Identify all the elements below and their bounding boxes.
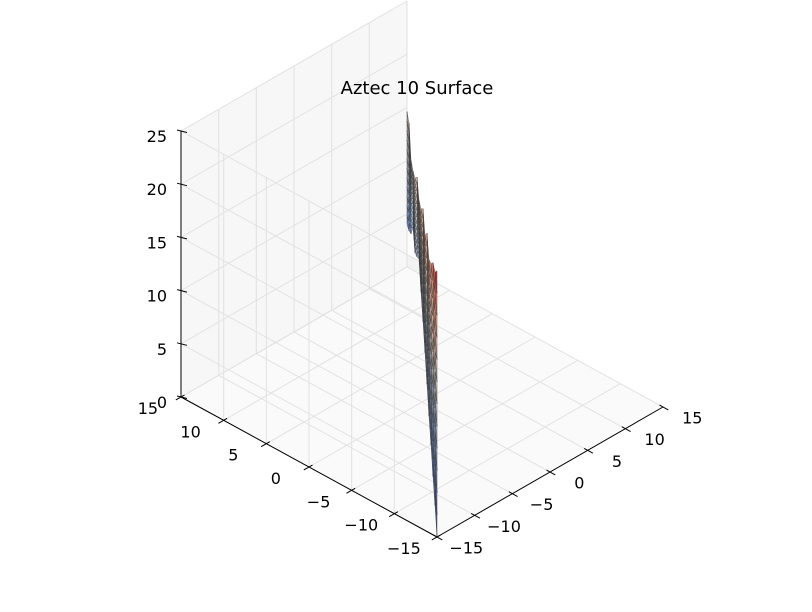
- z-tick-label: 0: [157, 393, 167, 412]
- surface-facet: [432, 262, 436, 292]
- y-tick-label: −15: [387, 539, 421, 558]
- chart-title: Aztec 10 Surface: [341, 78, 494, 99]
- y-tick-label: 10: [180, 422, 200, 441]
- z-tick-label: 20: [147, 180, 167, 199]
- surface-facet: [410, 227, 414, 234]
- y-tick: [346, 487, 356, 494]
- y-tick-label: −10: [344, 516, 378, 535]
- y-tick: [431, 534, 441, 541]
- x-tick-label: −10: [487, 517, 521, 536]
- surface-facet: [416, 177, 420, 206]
- z-tick: [176, 129, 188, 133]
- x-tick-label: 10: [644, 430, 664, 449]
- surface-facet: [422, 208, 426, 246]
- x-tick-label: −5: [530, 495, 554, 514]
- x-tick: [621, 426, 631, 432]
- x-tick-label: 5: [612, 452, 622, 471]
- z-tick: [176, 342, 188, 346]
- x-tick: [546, 469, 556, 476]
- surface-facet: [408, 123, 412, 167]
- y-tick-label: 15: [138, 399, 158, 418]
- y-tick: [175, 394, 185, 401]
- surface-facet: [430, 262, 434, 281]
- y-tick-label: 5: [228, 446, 238, 465]
- x-tick: [433, 534, 443, 541]
- x-tick: [659, 404, 669, 411]
- y-tick: [388, 511, 399, 518]
- surface-facet: [410, 160, 414, 176]
- x-tick-label: 15: [682, 409, 702, 428]
- surface-facet: [414, 176, 418, 184]
- x-tick-label: 0: [574, 474, 584, 493]
- surface-plot: [406, 111, 438, 538]
- surface-facet: [434, 270, 438, 294]
- surface-facet: [424, 232, 428, 246]
- x-tick-label: −15: [449, 539, 483, 558]
- x-tick: [508, 491, 518, 497]
- surface-facet: [426, 233, 430, 273]
- y-tick: [260, 441, 271, 448]
- surface-facet: [412, 170, 416, 185]
- surface-facet: [406, 111, 410, 133]
- y-tick-label: 0: [271, 469, 281, 488]
- surface-facet: [428, 259, 432, 279]
- z-tick-label: 15: [147, 233, 167, 252]
- x-tick: [583, 447, 594, 454]
- axis-ticks: [175, 129, 669, 541]
- surface-facet: [420, 208, 424, 219]
- z-tick: [176, 235, 188, 240]
- y-tick: [303, 464, 313, 471]
- y-tick-label: −5: [307, 492, 331, 511]
- z-tick: [176, 395, 188, 399]
- z-tick-label: 5: [157, 340, 167, 359]
- y-tick: [218, 417, 228, 424]
- x-tick: [470, 512, 481, 519]
- z-tick-label: 25: [147, 127, 167, 146]
- surface-facet: [418, 200, 422, 216]
- z-tick-label: 10: [147, 287, 167, 306]
- z-tick: [176, 182, 188, 187]
- z-tick: [176, 289, 188, 293]
